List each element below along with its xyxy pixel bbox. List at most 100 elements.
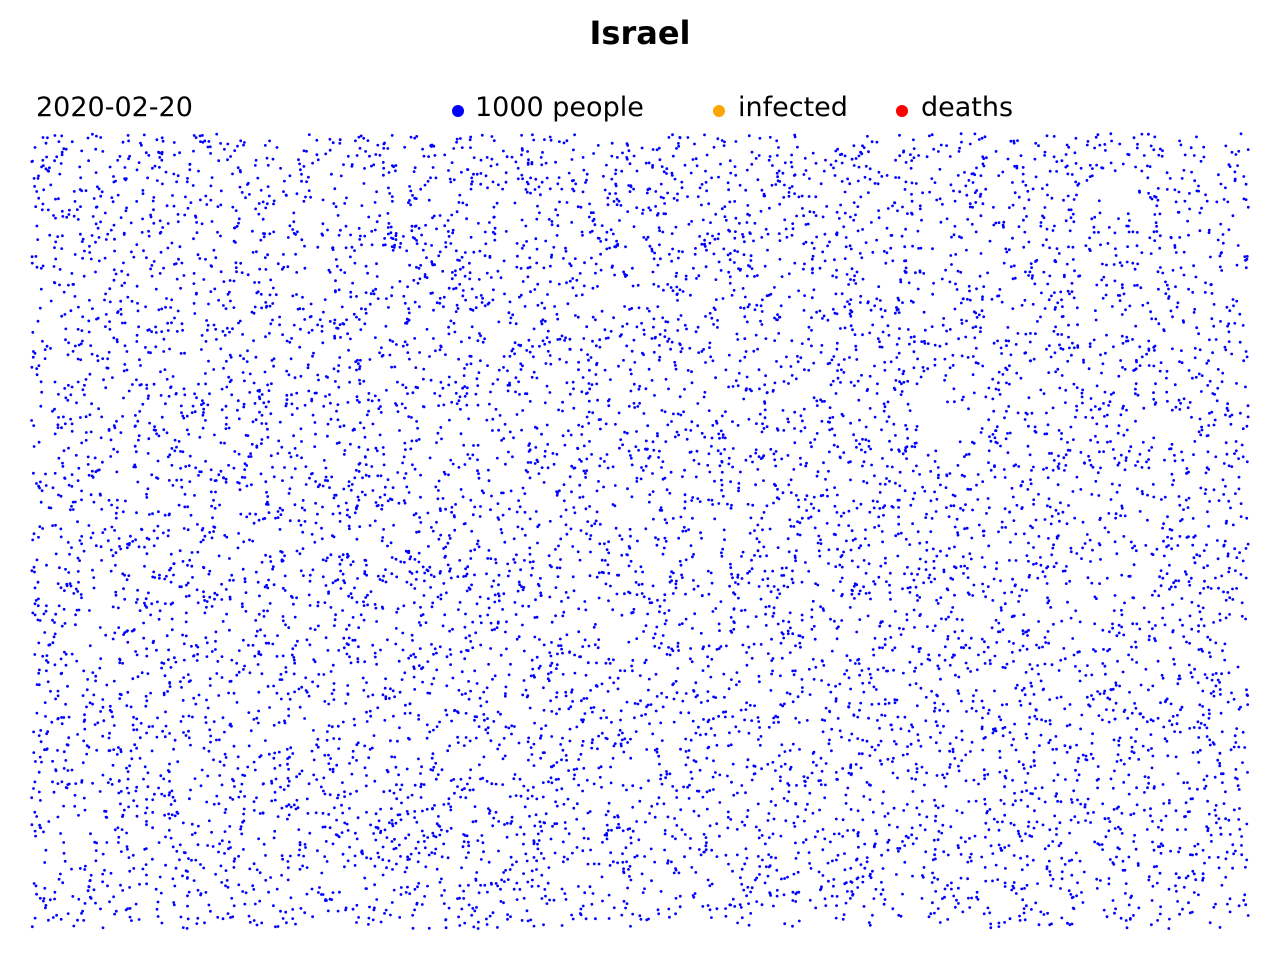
point	[779, 834, 783, 838]
point	[980, 136, 984, 140]
point	[386, 638, 389, 642]
point	[728, 200, 732, 204]
point	[652, 325, 655, 329]
point	[79, 358, 83, 362]
point	[666, 815, 670, 819]
point	[632, 401, 636, 405]
point	[883, 714, 887, 717]
point	[473, 909, 477, 913]
point	[1088, 175, 1092, 178]
point	[292, 434, 295, 438]
point	[958, 190, 962, 194]
point	[189, 788, 192, 792]
point	[64, 396, 68, 400]
point	[61, 461, 64, 465]
point	[725, 644, 728, 648]
point	[923, 342, 927, 345]
point	[804, 561, 807, 564]
point	[232, 866, 236, 869]
point	[79, 593, 83, 596]
point	[747, 645, 751, 649]
point	[658, 449, 661, 453]
point	[852, 164, 856, 167]
point	[204, 419, 207, 422]
point	[280, 806, 284, 810]
point	[1161, 844, 1165, 848]
point	[195, 922, 199, 925]
point	[894, 609, 897, 613]
point	[883, 702, 887, 706]
point	[635, 430, 638, 433]
point	[499, 653, 503, 657]
point	[707, 498, 710, 502]
point	[405, 485, 409, 489]
point	[772, 721, 776, 724]
point	[403, 671, 407, 675]
point	[355, 154, 359, 157]
point	[36, 238, 40, 241]
point	[971, 205, 974, 209]
point	[763, 881, 767, 885]
point	[209, 478, 213, 481]
point	[495, 163, 499, 166]
point	[123, 597, 127, 601]
point	[925, 155, 929, 159]
point	[430, 260, 434, 264]
point	[122, 808, 126, 812]
point	[414, 578, 418, 581]
point	[842, 451, 846, 454]
point	[1136, 393, 1140, 397]
point	[1127, 792, 1131, 796]
point	[568, 739, 572, 743]
point	[793, 441, 797, 445]
point	[731, 576, 734, 580]
point	[893, 698, 897, 701]
point	[615, 826, 619, 830]
point	[1148, 236, 1152, 240]
point	[342, 163, 345, 166]
point	[1120, 313, 1124, 316]
point	[1158, 369, 1162, 373]
point	[1130, 658, 1134, 661]
point	[606, 809, 610, 813]
point	[101, 357, 105, 360]
point	[506, 369, 509, 373]
point	[488, 402, 491, 406]
point	[563, 443, 567, 447]
point	[112, 180, 116, 184]
point	[308, 643, 312, 647]
point	[155, 735, 159, 739]
point	[305, 866, 309, 869]
point	[658, 333, 662, 336]
point	[1028, 663, 1032, 666]
point	[374, 501, 378, 504]
point	[732, 288, 736, 292]
point	[457, 357, 460, 361]
point	[957, 692, 961, 695]
point	[781, 619, 785, 623]
point	[430, 756, 434, 760]
point	[722, 672, 726, 676]
point	[1191, 751, 1195, 754]
point	[82, 919, 86, 922]
point	[376, 297, 380, 300]
point	[1128, 304, 1132, 308]
point	[696, 195, 700, 198]
point	[1157, 322, 1161, 326]
point	[468, 634, 471, 638]
point	[561, 672, 565, 676]
point	[1035, 643, 1038, 647]
point	[873, 415, 877, 419]
point	[995, 425, 999, 429]
point	[798, 748, 801, 751]
point	[877, 216, 881, 220]
point	[662, 802, 666, 806]
point	[1152, 397, 1156, 401]
point	[134, 601, 138, 604]
point	[194, 466, 198, 470]
point	[75, 208, 79, 211]
point	[766, 577, 770, 580]
point	[875, 297, 879, 301]
point	[734, 725, 738, 729]
point	[1246, 404, 1250, 408]
